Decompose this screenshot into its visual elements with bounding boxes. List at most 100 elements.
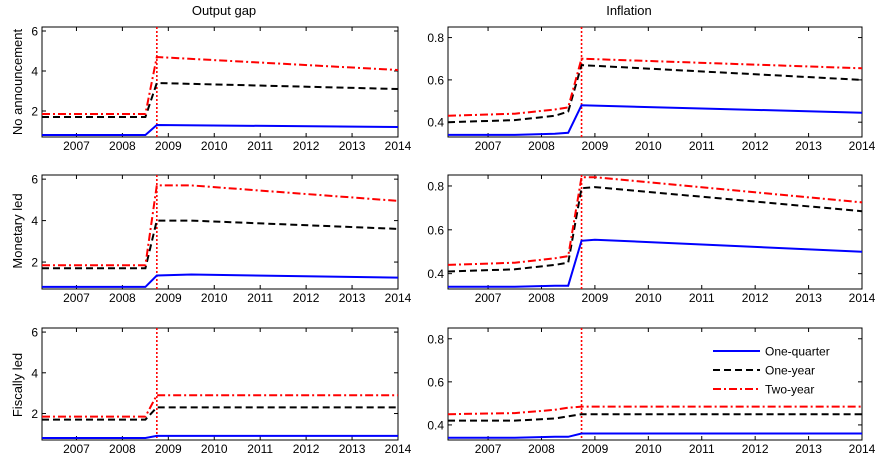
x-tick-label: 2011 [247, 442, 273, 456]
x-tick-label: 2011 [247, 291, 273, 305]
series-line-two-year [42, 184, 399, 267]
series-line-one-quarter [42, 123, 399, 136]
series-line-one-quarter [448, 238, 863, 288]
panel-monetary-led-inflation: 2007 2008 2009 2010 2011 2012 2013 2014 0.4 0.6 0.… [427, 174, 876, 305]
y-tick-label: 0.8 [427, 179, 444, 193]
series-line-two-year [42, 394, 398, 418]
plot-frame [41, 174, 399, 290]
x-tick-label: 2010 [635, 139, 662, 153]
x-tick-label: 2014 [849, 291, 876, 305]
x-tick-label: 2007 [63, 442, 90, 456]
x-tick-label: 2011 [689, 139, 715, 153]
series-line-two-year [447, 405, 862, 416]
series-line-one-year [447, 64, 863, 124]
y-tick-label: 0.4 [427, 116, 444, 130]
plot-frame [447, 26, 863, 138]
x-tick-label: 2013 [339, 139, 366, 153]
panel-fiscally-led-output-gap: 2007 2008 2009 2010 2011 2012 2013 2014 2 4 6 [31, 326, 411, 456]
panel-no-announcement-inflation: 2007 2008 2009 2010 2011 2012 2013 2014 0.4 0.6 0.… [427, 26, 876, 153]
x-tick-label: 2014 [849, 442, 876, 456]
x-tick-label: 2011 [689, 291, 715, 305]
series-line-one-quarter [42, 273, 399, 288]
x-tick-label: 2012 [293, 291, 320, 305]
x-tick-label: 2008 [528, 442, 555, 456]
x-tick-label: 2012 [293, 139, 320, 153]
x-tick-label: 2010 [201, 139, 228, 153]
x-tick-label: 2013 [339, 291, 366, 305]
row-label-no-announcement: No announcement [10, 28, 25, 135]
x-tick-label: 2009 [582, 139, 609, 153]
x-tick-label: 2009 [155, 139, 182, 153]
x-tick-label: 2012 [293, 442, 320, 456]
panel-no-announcement-output-gap: 2007 2008 2009 2010 2011 2012 2013 2014 2 4 6 [31, 25, 411, 154]
series-line-one-year [42, 406, 398, 421]
x-tick-label: 2008 [109, 442, 136, 456]
x-tick-label: 2007 [63, 139, 90, 153]
x-tick-label: 2008 [109, 291, 136, 305]
row-label-fiscally-led: Fiscally led [10, 353, 25, 417]
y-tick-label: 6 [31, 173, 38, 187]
y-tick-label: 4 [31, 214, 38, 228]
series-line-two-year [447, 176, 863, 266]
x-tick-label: 2014 [849, 139, 876, 153]
x-tick-label: 2010 [635, 442, 662, 456]
x-tick-label: 2013 [795, 139, 822, 153]
series-line-one-year [447, 186, 863, 273]
x-tick-label: 2007 [63, 291, 90, 305]
y-tick-label: 0.6 [427, 375, 444, 389]
y-tick-label: 0.6 [427, 73, 444, 87]
x-tick-label: 2013 [795, 291, 822, 305]
series-line-two-year [42, 55, 399, 115]
x-tick-label: 2008 [528, 291, 555, 305]
legend-label-one-quarter: One-quarter [765, 345, 830, 359]
series-line-one-quarter [448, 104, 863, 136]
x-tick-label: 2013 [795, 442, 822, 456]
x-tick-label: 2014 [385, 442, 412, 456]
y-tick-label: 0.4 [427, 267, 444, 281]
y-tick-label: 6 [31, 25, 38, 39]
y-tick-label: 2 [31, 105, 38, 119]
plot-frame [41, 327, 399, 441]
y-tick-label: 0.8 [427, 332, 444, 346]
column-title-output-gap: Output gap [192, 3, 256, 18]
y-tick-label: 0.8 [427, 31, 444, 45]
y-tick-label: 2 [31, 256, 38, 270]
x-tick-label: 2014 [385, 139, 412, 153]
x-tick-label: 2011 [247, 139, 273, 153]
x-tick-label: 2008 [109, 139, 136, 153]
x-tick-label: 2012 [742, 291, 769, 305]
x-tick-label: 2012 [742, 442, 769, 456]
column-title-inflation: Inflation [606, 3, 652, 18]
series-line-one-year [448, 413, 862, 422]
x-tick-label: 2011 [689, 442, 715, 456]
x-tick-label: 2010 [635, 291, 662, 305]
y-tick-label: 4 [31, 366, 38, 380]
panel-monetary-led-output-gap: 2007 2008 2009 2010 2011 2012 2013 2014 2 4 6 [31, 173, 411, 305]
x-tick-label: 2014 [385, 291, 412, 305]
series-line-one-quarter [42, 434, 398, 439]
x-tick-label: 2009 [155, 442, 182, 456]
x-tick-label: 2007 [475, 291, 502, 305]
y-tick-label: 4 [31, 65, 38, 79]
series-line-two-year [447, 57, 863, 117]
x-tick-label: 2007 [475, 139, 502, 153]
y-tick-label: 2 [31, 407, 38, 421]
legend: One-quarter One-year Two-year [704, 338, 854, 401]
x-tick-label: 2009 [155, 291, 182, 305]
legend-label-one-year: One-year [765, 364, 815, 378]
series-line-one-year [42, 81, 399, 118]
x-tick-label: 2013 [339, 442, 366, 456]
y-tick-label: 6 [31, 326, 38, 340]
x-tick-label: 2010 [201, 291, 228, 305]
y-tick-label: 0.6 [427, 223, 444, 237]
x-tick-label: 2007 [475, 442, 502, 456]
row-label-monetary-led: Monetary led [10, 193, 25, 268]
x-tick-label: 2008 [528, 139, 555, 153]
x-tick-label: 2009 [582, 442, 609, 456]
plot-frame [41, 26, 399, 138]
y-tick-label: 0.4 [427, 418, 444, 432]
series-line-one-year [42, 219, 399, 270]
x-tick-label: 2010 [201, 442, 228, 456]
